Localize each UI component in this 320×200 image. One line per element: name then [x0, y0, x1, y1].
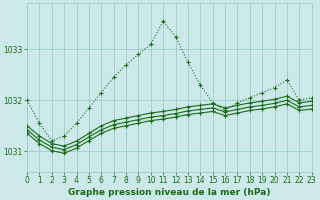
X-axis label: Graphe pression niveau de la mer (hPa): Graphe pression niveau de la mer (hPa): [68, 188, 271, 197]
